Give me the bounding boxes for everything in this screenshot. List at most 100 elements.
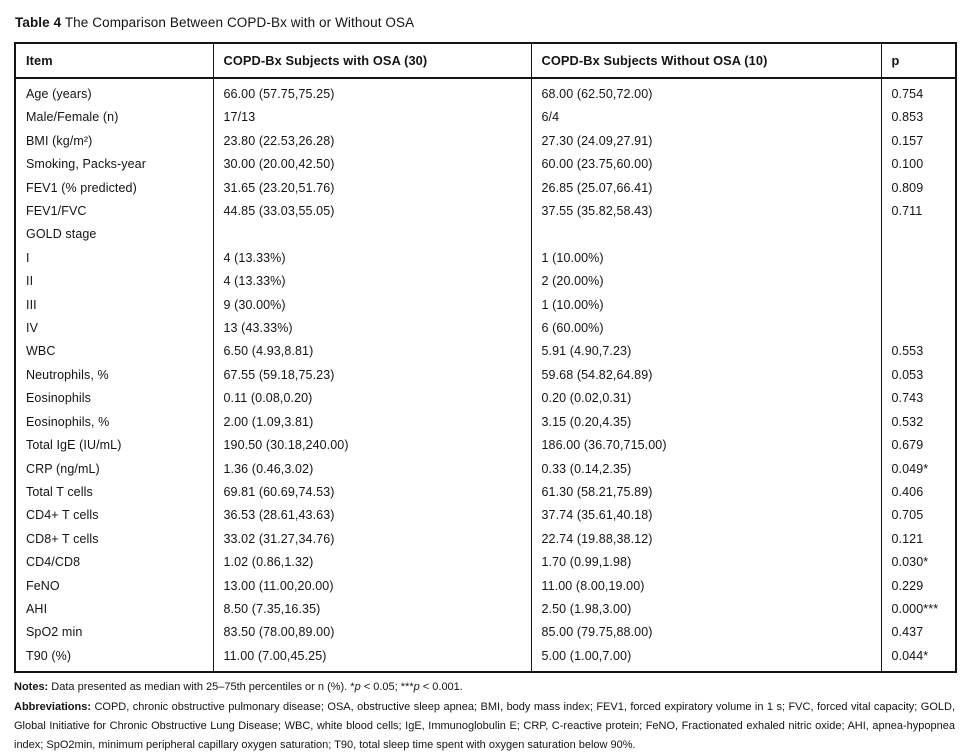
- no-osa-value-cell: 22.74 (19.88,38.12): [530, 527, 881, 552]
- comparison-table: Item COPD-Bx Subjects with OSA (30) COPD…: [14, 42, 957, 674]
- col-header-p-value: p: [880, 43, 956, 79]
- no-osa-value-cell: 6/4: [530, 106, 881, 130]
- notes-p-symbol-2: p: [413, 681, 420, 694]
- abbreviations-text: COPD, chronic obstructive pulmonary dise…: [14, 701, 955, 752]
- no-osa-value-cell: 1 (10.00%): [530, 293, 881, 318]
- osa-value-cell: 6.50 (4.93,8.81): [212, 340, 531, 364]
- table-row: Total IgE (IU/mL) 190.50 (30.18,240.00) 18…: [15, 434, 956, 458]
- p-value-cell: 0.049*: [880, 457, 956, 481]
- no-osa-value-cell: 3.15 (0.20,4.35): [530, 410, 881, 435]
- osa-value-cell: 44.85 (33.03,55.05): [212, 200, 531, 224]
- no-osa-value-cell: 11.00 (8.00,19.00): [530, 574, 881, 598]
- table-row: CD4/CD8 1.02 (0.86,1.32) 1.70 (0.99,1.98) 0…: [15, 551, 956, 575]
- osa-value-cell: 9 (30.00%): [212, 293, 531, 318]
- table-number: Table 4: [15, 15, 62, 30]
- item-cell: Eosinophils, %: [26, 414, 110, 429]
- table-row: FEV1/FVC 44.85 (33.03,55.05) 37.55 (35.82,…: [15, 200, 956, 224]
- table-caption: Table 4 The Comparison Between COPD-Bx w…: [15, 14, 955, 32]
- table-row: BMI (kg/m²) 23.80 (22.53,26.28) 27.30 (24.…: [15, 129, 956, 154]
- col-header-osa: COPD-Bx Subjects with OSA (30): [212, 43, 531, 79]
- no-osa-value-cell: 85.00 (79.75,88.00): [530, 621, 881, 645]
- osa-value-cell: 4 (13.33%): [212, 246, 531, 271]
- table-row: Neutrophils, % 67.55 (59.18,75.23) 59.68 (…: [15, 363, 956, 388]
- p-value-cell: 0.743: [880, 387, 956, 411]
- item-cell: III: [26, 297, 37, 312]
- item-cell: CD8+ T cells: [26, 531, 99, 546]
- table-row: CD4+ T cells 36.53 (28.61,43.63) 37.74 (35…: [15, 504, 956, 528]
- no-osa-value-cell: 2.50 (1.98,3.00): [530, 597, 881, 622]
- osa-value-cell: 1.36 (0.46,3.02): [212, 457, 531, 481]
- table-row: Age (years) 66.00 (57.75,75.25) 68.00 (62.…: [15, 78, 956, 107]
- abbreviations-label: Abbreviations:: [14, 701, 92, 714]
- item-cell: Total IgE (IU/mL): [26, 438, 122, 453]
- no-osa-value-cell: 5.91 (4.90,7.23): [530, 340, 881, 364]
- notes-line: Notes: Data presented as median with 25–…: [14, 680, 955, 695]
- no-osa-value-cell: 2 (20.00%): [530, 270, 881, 294]
- abbreviations-paragraph: Abbreviations: COPD, chronic obstructive…: [14, 698, 955, 755]
- osa-value-cell: 23.80 (22.53,26.28): [212, 129, 531, 154]
- no-osa-value-cell: 1 (10.00%): [530, 246, 881, 271]
- item-cell: CD4+ T cells: [26, 508, 99, 523]
- p-value-cell: [880, 317, 956, 341]
- item-cell: WBC: [26, 344, 56, 359]
- table-row: SpO2 min 83.50 (78.00,89.00) 85.00 (79.75,…: [15, 621, 956, 645]
- osa-value-cell: 1.02 (0.86,1.32): [212, 551, 531, 575]
- item-cell: Total T cells: [26, 484, 93, 499]
- table-row: Smoking, Packs-year 30.00 (20.00,42.50) 60…: [15, 153, 956, 177]
- item-cell: BMI (kg/m²): [26, 133, 93, 148]
- p-value-cell: 0.030*: [880, 551, 956, 575]
- p-value-cell: [880, 223, 956, 247]
- osa-value-cell: 17/13: [212, 106, 531, 130]
- osa-value-cell: 13 (43.33%): [212, 317, 531, 341]
- p-value-cell: 0.157: [880, 129, 956, 154]
- no-osa-value-cell: 26.85 (25.07,66.41): [530, 176, 881, 201]
- notes-p-symbol-1: p: [354, 681, 361, 694]
- notes-text-1: Data presented as median with 25–75th pe…: [48, 681, 355, 694]
- table-row: AHI 8.50 (7.35,16.35) 2.50 (1.98,3.00) 0.00…: [15, 597, 956, 622]
- item-cell: I: [26, 250, 30, 265]
- item-cell: FEV1/FVC: [26, 204, 87, 219]
- item-cell: FEV1 (% predicted): [26, 180, 137, 195]
- table-row: CD8+ T cells 33.02 (31.27,34.76) 22.74 (19…: [15, 527, 956, 552]
- footnotes: Notes: Data presented as median with 25–…: [14, 680, 955, 755]
- p-value-cell: [880, 246, 956, 271]
- item-cell: AHI: [26, 601, 48, 616]
- col-header-no-osa: COPD-Bx Subjects Without OSA (10): [530, 43, 881, 79]
- p-value-cell: 0.711: [880, 200, 956, 224]
- header-row: Item COPD-Bx Subjects with OSA (30) COPD…: [15, 43, 956, 79]
- table-row: T90 (%) 11.00 (7.00,45.25) 5.00 (1.00,7.00…: [15, 644, 956, 673]
- notes-label: Notes:: [14, 681, 49, 694]
- item-cell: Male/Female (n): [26, 110, 119, 125]
- item-cell: Smoking, Packs-year: [26, 157, 146, 172]
- osa-value-cell: 31.65 (23.20,51.76): [212, 176, 531, 201]
- table-row: IV 13 (43.33%) 6 (60.00%): [15, 317, 956, 341]
- no-osa-value-cell: 37.74 (35.61,40.18): [530, 504, 881, 528]
- p-value-cell: 0.121: [880, 527, 956, 552]
- p-value-cell: 0.705: [880, 504, 956, 528]
- p-value-cell: 0.000***: [880, 597, 956, 622]
- p-value-cell: 0.754: [880, 78, 956, 107]
- table-row: Total T cells 69.81 (60.69,74.53) 61.30 (5…: [15, 480, 956, 505]
- p-value-cell: 0.053: [880, 363, 956, 388]
- osa-value-cell: 11.00 (7.00,45.25): [212, 644, 531, 673]
- no-osa-value-cell: 68.00 (62.50,72.00): [530, 78, 881, 107]
- osa-value-cell: 83.50 (78.00,89.00): [212, 621, 531, 645]
- no-osa-value-cell: 27.30 (24.09,27.91): [530, 129, 881, 154]
- no-osa-value-cell: 5.00 (1.00,7.00): [530, 644, 881, 673]
- p-value-cell: [880, 270, 956, 294]
- osa-value-cell: 190.50 (30.18,240.00): [212, 434, 531, 458]
- table-row: FEV1 (% predicted) 31.65 (23.20,51.76) 26.…: [15, 176, 956, 201]
- p-value-cell: 0.532: [880, 410, 956, 435]
- p-value-cell: 0.679: [880, 434, 956, 458]
- no-osa-value-cell: 60.00 (23.75,60.00): [530, 153, 881, 177]
- col-header-item: Item: [15, 43, 213, 79]
- item-cell: Neutrophils, %: [26, 367, 109, 382]
- item-cell: CRP (ng/mL): [26, 461, 100, 476]
- no-osa-value-cell: [530, 223, 881, 247]
- no-osa-value-cell: 0.33 (0.14,2.35): [530, 457, 881, 481]
- osa-value-cell: 33.02 (31.27,34.76): [212, 527, 531, 552]
- item-cell: FeNO: [26, 578, 60, 593]
- osa-value-cell: 67.55 (59.18,75.23): [212, 363, 531, 388]
- no-osa-value-cell: 186.00 (36.70,715.00): [530, 434, 881, 458]
